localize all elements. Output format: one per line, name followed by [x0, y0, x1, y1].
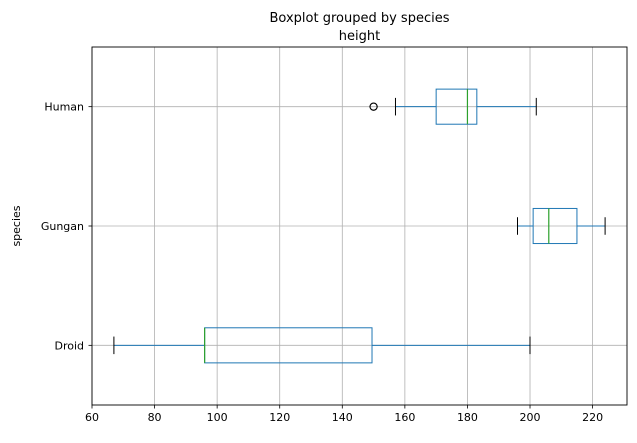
x-tick-label: 60 [85, 411, 99, 424]
x-tick-label: 140 [332, 411, 353, 424]
data-layer [113, 88, 606, 364]
x-tick-label: 100 [207, 411, 228, 424]
y-tick-label-human: Human [44, 101, 84, 114]
outlier-point [369, 102, 378, 111]
x-tick-label: 160 [394, 411, 415, 424]
x-tick-label: 220 [582, 411, 603, 424]
y-tick-label-droid: Droid [54, 339, 84, 352]
box-gungan [516, 207, 606, 245]
chart-title: Boxplot grouped by species [270, 11, 450, 26]
tick-layer: 60 80 100 120 140 160 180 200 220 Droid Gungan Huma… [41, 101, 603, 424]
iqr-box [532, 207, 578, 245]
y-tick-label-gungan: Gungan [41, 220, 84, 233]
box-human [369, 88, 537, 125]
x-tick-label: 200 [520, 411, 541, 424]
y-axis-label: species [10, 205, 23, 246]
box-droid [113, 327, 531, 364]
x-tick-label: 180 [457, 411, 478, 424]
grid-layer [91, 47, 627, 405]
x-tick-label: 120 [269, 411, 290, 424]
iqr-box [435, 88, 478, 125]
chart-subtitle: height [339, 29, 380, 44]
x-tick-label: 80 [148, 411, 162, 424]
